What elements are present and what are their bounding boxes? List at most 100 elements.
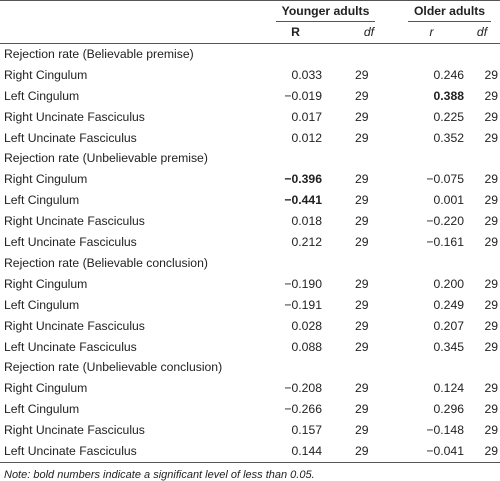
row-label: Left Uncinate Fasciculus: [4, 339, 137, 354]
older-df-cell: 29: [484, 67, 499, 82]
older-df-cell: 29: [484, 235, 499, 250]
younger-r-cell: 0.157: [252, 420, 339, 441]
older-r-cell: 0.249: [399, 295, 465, 316]
table-row: Right Uncinate Fasciculus 0.157 29 −0.148 29: [0, 420, 500, 441]
younger-r-value: −0.266: [284, 402, 322, 417]
row-label: Right Cingulum: [4, 172, 88, 187]
younger-r-cell: 0.212: [252, 232, 339, 253]
younger-df-cell: 29: [355, 193, 369, 208]
row-label: Right Uncinate Fasciculus: [4, 214, 145, 229]
table-row: Left Uncinate Fasciculus 0.212 29 −0.161 29: [0, 232, 500, 253]
older-df-cell: 29: [484, 130, 499, 145]
younger-df-cell: 29: [355, 130, 369, 145]
younger-r-value: 0.144: [291, 444, 323, 459]
older-df-cell: 29: [464, 441, 500, 464]
older-r-cell: 0.207: [399, 316, 465, 337]
row-label: Left Cingulum: [4, 193, 80, 208]
younger-df-cell: 29: [355, 297, 369, 312]
older-df-cell: 29: [484, 276, 499, 291]
younger-df-cell: 29: [355, 109, 369, 124]
table-row: Right Uncinate Fasciculus 0.028 29 0.207 29: [0, 316, 500, 337]
row-label: Left Cingulum: [4, 88, 80, 103]
older-df-cell: 29: [484, 381, 499, 396]
younger-r-cell: −0.208: [252, 378, 339, 399]
older-r-value: 0.207: [433, 318, 465, 333]
subheader-row: R df r df: [0, 22, 500, 44]
table-row: Right Uncinate Fasciculus 0.017 29 0.225 29: [0, 107, 500, 128]
older-r-cell: 0.200: [399, 274, 465, 295]
row-label: Right Cingulum: [4, 276, 88, 291]
older-df-cell: 29: [484, 214, 499, 229]
younger-r-cell: −0.191: [252, 295, 339, 316]
younger-r-value: 0.033: [291, 67, 323, 82]
row-label: Right Uncinate Fasciculus: [4, 423, 145, 438]
younger-r-value: 0.012: [291, 130, 323, 145]
header-younger-adults: Younger adults: [252, 0, 399, 22]
table-row: Left Uncinate Fasciculus 0.144 29 −0.041 29: [0, 441, 500, 464]
younger-r-value: −0.190: [284, 276, 322, 291]
table-row: Left Uncinate Fasciculus 0.088 29 0.345 29: [0, 337, 500, 358]
younger-df-cell: 29: [355, 276, 369, 291]
table-body: Rejection rate (Believable premise) Right…: [0, 43, 500, 464]
older-r-cell: −0.148: [399, 420, 464, 441]
row-label: Right Uncinate Fasciculus: [4, 318, 145, 333]
older-r-cell: 0.124: [399, 378, 465, 399]
older-df-cell: 29: [484, 423, 499, 438]
younger-r-cell: −0.441: [252, 190, 339, 211]
section-row: Rejection rate (Believable premise): [0, 43, 500, 64]
older-r-value: 0.388: [433, 88, 465, 103]
section-title: Rejection rate (Unbelievable premise): [4, 151, 208, 166]
subheader-df-younger: df: [339, 22, 399, 44]
older-r-cell: −0.075: [399, 169, 464, 190]
older-r-value: 0.249: [433, 297, 465, 312]
older-r-cell: −0.041: [399, 441, 464, 464]
table-row: Right Cingulum −0.208 29 0.124 29: [0, 378, 500, 399]
younger-r-cell: 0.028: [252, 316, 339, 337]
older-r-cell: 0.352: [399, 128, 465, 149]
table-row: Left Cingulum −0.019 29 0.388 29: [0, 86, 500, 107]
younger-r-cell: 0.012: [252, 128, 339, 149]
older-r-value: 0.246: [433, 67, 465, 82]
younger-r-cell: 0.033: [252, 65, 339, 86]
older-r-cell: −0.220: [399, 211, 464, 232]
row-label: Left Uncinate Fasciculus: [4, 130, 137, 145]
row-label: Left Uncinate Fasciculus: [4, 235, 137, 250]
younger-r-value: −0.396: [284, 172, 322, 187]
section-title: Rejection rate (Believable conclusion): [4, 255, 208, 270]
younger-df-cell: 29: [355, 172, 369, 187]
table-row: Right Cingulum 0.033 29 0.246 29: [0, 65, 500, 86]
older-df-cell: 29: [484, 402, 499, 417]
subheader-r-older: r: [399, 22, 464, 44]
older-r-cell: 0.246: [399, 65, 465, 86]
older-r-value: 0.345: [433, 339, 465, 354]
younger-r-value: 0.018: [291, 214, 323, 229]
older-df-cell: 29: [484, 193, 499, 208]
header-older-adults: Older adults: [399, 0, 500, 22]
younger-r-value: −0.191: [284, 297, 322, 312]
younger-r-value: 0.088: [291, 339, 323, 354]
group-header-row: Younger adults Older adults: [0, 0, 500, 22]
older-r-value: −0.041: [426, 444, 464, 459]
older-r-value: −0.075: [426, 172, 464, 187]
younger-df-cell: 29: [355, 235, 369, 250]
older-df-cell: 29: [484, 339, 499, 354]
table-row: Left Cingulum −0.441 29 0.001 29: [0, 190, 500, 211]
younger-r-cell: −0.019: [252, 86, 339, 107]
table-row: Left Cingulum −0.266 29 0.296 29: [0, 399, 500, 420]
older-r-cell: 0.001: [399, 190, 465, 211]
row-label: Left Cingulum: [4, 402, 80, 417]
younger-r-value: 0.212: [291, 235, 323, 250]
older-r-value: −0.220: [426, 214, 464, 229]
younger-r-value: 0.028: [291, 318, 323, 333]
row-label: Right Cingulum: [4, 67, 88, 82]
younger-df-cell: 29: [355, 318, 369, 333]
younger-df-cell: 29: [355, 423, 369, 438]
table-note: Note: bold numbers indicate a significan…: [4, 469, 315, 481]
table-row: Right Cingulum −0.190 29 0.200 29: [0, 274, 500, 295]
header-blank: [0, 0, 252, 22]
older-r-value: −0.148: [426, 423, 464, 438]
younger-r-cell: −0.396: [252, 169, 339, 190]
table-row: Left Uncinate Fasciculus 0.012 29 0.352 29: [0, 128, 500, 149]
older-r-value: −0.161: [426, 235, 464, 250]
